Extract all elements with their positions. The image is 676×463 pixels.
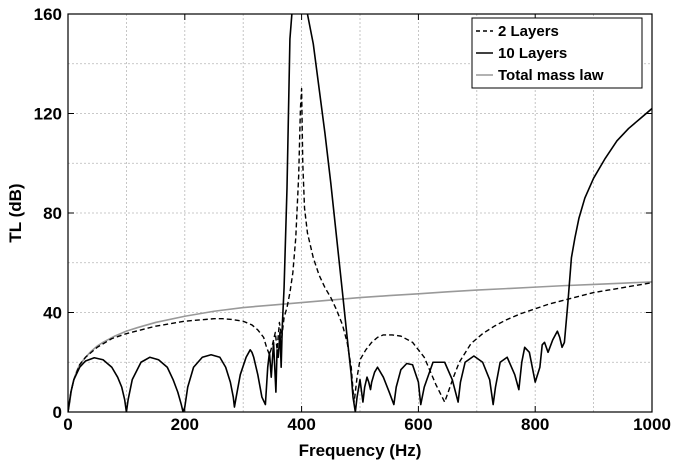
x-tick-label: 0 bbox=[63, 415, 72, 434]
series-line-10-layers bbox=[68, 14, 652, 412]
x-axis-label: Frequency (Hz) bbox=[299, 441, 422, 460]
tick-labels: 0 200 400 600 800 1000 0 40 80 120 160 bbox=[34, 5, 671, 434]
legend: 2 Layers 10 Layers Total mass law bbox=[471, 17, 643, 89]
legend-label-10-layers: 10 Layers bbox=[498, 45, 567, 62]
y-tick-label: 80 bbox=[43, 204, 62, 223]
y-tick-label: 120 bbox=[34, 105, 62, 124]
x-tick-label: 1000 bbox=[633, 415, 671, 434]
grid bbox=[68, 14, 652, 412]
y-tick-label: 0 bbox=[53, 403, 62, 422]
series-layer bbox=[68, 14, 652, 412]
x-tick-label: 600 bbox=[404, 415, 432, 434]
legend-box bbox=[471, 17, 643, 89]
y-axis-label: TL (dB) bbox=[6, 183, 25, 242]
ticks bbox=[67, 13, 653, 413]
x-tick-label: 800 bbox=[521, 415, 549, 434]
y-tick-label: 40 bbox=[43, 304, 62, 323]
x-tick-label: 200 bbox=[171, 415, 199, 434]
x-tick-label: 400 bbox=[287, 415, 315, 434]
y-tick-label: 160 bbox=[34, 5, 62, 24]
series-line-2-layers bbox=[68, 87, 652, 412]
legend-label-total-mass-law: Total mass law bbox=[498, 67, 604, 84]
legend-label-2-layers: 2 Layers bbox=[498, 23, 559, 40]
